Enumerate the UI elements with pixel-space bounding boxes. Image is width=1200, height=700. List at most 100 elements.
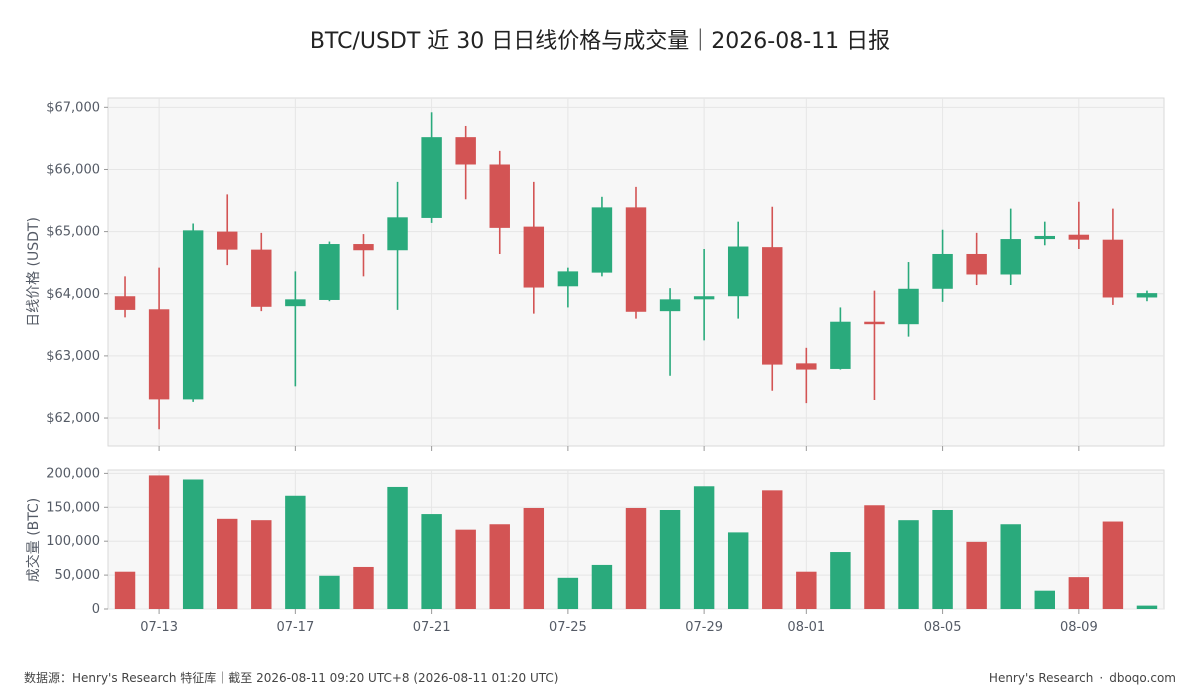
volume-bar <box>1136 605 1158 609</box>
price-y-ticks: $62,000 $63,000 $64,000 $65,000 $66,000 $67,0… <box>46 100 108 426</box>
volume-bar <box>523 507 545 609</box>
volume-bar <box>932 510 953 609</box>
price-y-tick-label: $67,000 <box>46 100 100 115</box>
candle-body <box>898 288 919 325</box>
candle <box>727 221 749 319</box>
candle <box>1136 290 1158 302</box>
candle <box>182 223 204 402</box>
candle-body <box>489 164 510 228</box>
candle-body <box>693 296 715 300</box>
volume-bar <box>762 490 783 609</box>
x-tick-label: 07-21 <box>413 620 451 635</box>
footer-separator: · <box>1099 671 1103 685</box>
volume-bar <box>796 571 817 609</box>
volume-y-tick-label: 0 <box>92 602 100 617</box>
x-tick-label: 08-05 <box>924 620 962 635</box>
volume-y-tick-label: 100,000 <box>46 534 100 549</box>
volume-bar <box>1102 521 1124 609</box>
volume-bar <box>1034 590 1055 609</box>
volume-y-axis-label: 成交量 (BTC) <box>25 498 42 583</box>
candle-body <box>762 247 783 365</box>
candle <box>830 307 851 370</box>
candle-body <box>217 231 238 250</box>
candle-body <box>1136 293 1158 298</box>
candle <box>421 112 442 223</box>
candle-body <box>932 253 953 289</box>
candle <box>114 276 136 318</box>
candle <box>1068 201 1090 250</box>
candle <box>966 232 987 286</box>
volume-bar <box>148 475 170 609</box>
footer-site: dboqo.com <box>1109 671 1176 685</box>
candle <box>898 262 919 337</box>
candle-body <box>727 246 749 297</box>
footer-brand-name: Henry's Research <box>989 671 1093 685</box>
candle-body <box>387 217 408 251</box>
volume-bar <box>182 479 204 609</box>
chart-title: BTC/USDT 近 30 日日线价格与成交量｜2026-08-11 日报 <box>310 29 890 54</box>
candle <box>387 181 408 310</box>
volume-bar <box>864 505 885 609</box>
candle-body <box>830 321 851 369</box>
candle-body <box>1000 239 1021 275</box>
volume-bar <box>591 564 613 609</box>
candle <box>762 206 783 391</box>
price-y-tick-label: $65,000 <box>46 225 100 240</box>
volume-bar <box>693 486 715 609</box>
candle <box>1000 208 1021 286</box>
candle <box>557 267 579 308</box>
candle-body <box>659 299 681 312</box>
volume-bar <box>625 507 647 609</box>
candle <box>353 234 374 277</box>
price-y-tick-label: $63,000 <box>46 349 100 364</box>
price-y-tick-label: $66,000 <box>46 162 100 177</box>
volume-grid <box>108 470 1164 610</box>
volume-bar <box>251 520 272 609</box>
candle-body <box>421 137 442 218</box>
candle <box>319 241 340 302</box>
volume-bar <box>217 518 238 609</box>
volume-bar <box>1068 577 1090 609</box>
candle-body <box>966 253 987 275</box>
candle <box>659 288 681 376</box>
volume-bar <box>727 532 749 609</box>
price-y-axis-label: 日线价格 (USDT) <box>26 217 42 327</box>
volume-y-tick-label: 200,000 <box>46 466 100 481</box>
candle <box>1102 208 1124 305</box>
candle <box>148 267 170 430</box>
candle-body <box>1034 235 1055 240</box>
price-y-tick-label: $62,000 <box>46 411 100 426</box>
volume-bar <box>353 566 374 609</box>
volume-y-tick-label: 50,000 <box>55 568 101 583</box>
candle <box>455 125 476 200</box>
candle-body <box>523 226 545 288</box>
price-y-tick-label: $64,000 <box>46 287 100 302</box>
candle-body <box>1102 239 1124 298</box>
candle <box>625 186 647 319</box>
candle <box>591 196 613 277</box>
candle <box>693 249 715 341</box>
x-tick-label: 08-01 <box>787 620 825 635</box>
candle-body <box>455 137 476 165</box>
volume-bar <box>421 514 442 609</box>
x-tick-label: 07-13 <box>140 620 178 635</box>
x-tick-label: 07-17 <box>276 620 314 635</box>
candle-body <box>353 244 374 251</box>
candle-body <box>625 207 647 312</box>
x-tick-label: 07-25 <box>549 620 587 635</box>
candle-body <box>319 244 340 300</box>
candle-body <box>591 207 613 273</box>
candle-body <box>182 230 204 400</box>
footer-source: 数据源：Henry's Research 特征库｜截至 2026-08-11 0… <box>24 670 558 685</box>
footer-brand: Henry's Research · dboqo.com <box>989 671 1176 685</box>
candle <box>1034 221 1055 246</box>
candle <box>932 229 953 302</box>
candle-body <box>864 321 885 325</box>
volume-bar <box>489 524 510 609</box>
volume-bar <box>830 552 851 609</box>
candle-body <box>1068 234 1090 240</box>
candle-body <box>148 309 170 400</box>
candle-body <box>114 296 136 310</box>
candle-body <box>557 271 579 287</box>
volume-bar <box>319 575 340 609</box>
